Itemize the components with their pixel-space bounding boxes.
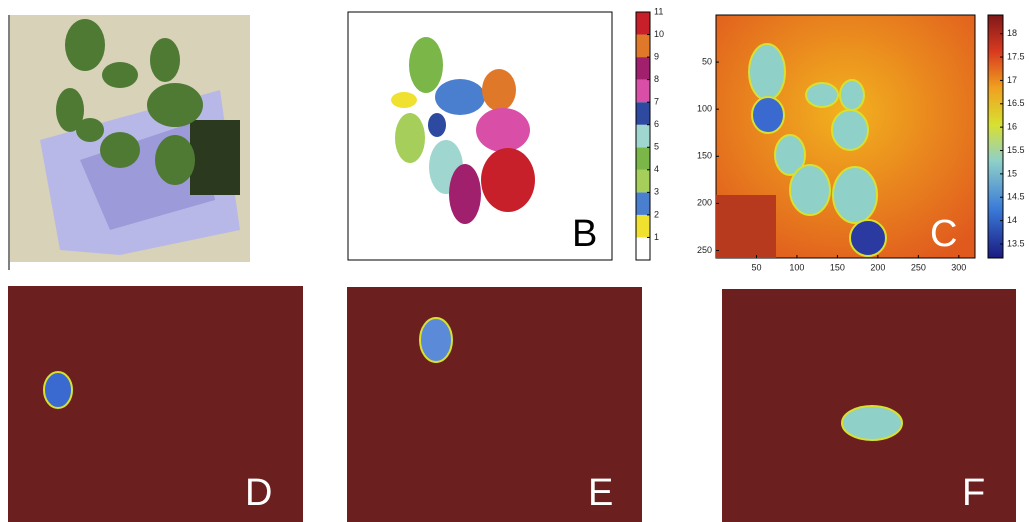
tick-label: 14.5 (1007, 192, 1025, 202)
x-tick-label: 50 (751, 262, 761, 272)
tick-label: 17.5 (1007, 51, 1025, 61)
colorbar-bin (636, 80, 650, 103)
x-tick-label: 300 (951, 262, 966, 272)
tick-label: 5 (654, 142, 659, 152)
figure: A B 1 2 3 4 5 6 7 8 9 10 11 C 50 100 150 200 250 300 50 1… (0, 0, 1029, 522)
colorbar: 1 2 3 4 5 6 7 8 9 10 11 (636, 6, 664, 260)
panel-label: E (588, 472, 613, 514)
tick-label: 17 (1007, 75, 1017, 85)
panel-label: A (262, 212, 288, 254)
colorbar: 13.5 14 14.5 15 15.5 16 16.5 17 17.5 18 (988, 15, 1025, 258)
colorbar-bin (636, 12, 650, 35)
tick-label: 9 (654, 51, 659, 61)
colorbar-bin (636, 237, 650, 260)
panel-b: B 1 2 3 4 5 6 7 8 9 10 11 (348, 6, 664, 260)
tick-label: 11 (654, 6, 663, 16)
tick-label: 14 (1007, 215, 1017, 225)
tick-label: 1 (654, 232, 659, 242)
tick-label: 15 (1007, 168, 1017, 178)
colorbar-bin (636, 192, 650, 215)
y-tick-label: 150 (697, 151, 712, 161)
y-tick-label: 50 (702, 56, 712, 66)
x-tick-label: 150 (830, 262, 845, 272)
panel-label: D (245, 472, 272, 514)
colorbar-bin (636, 170, 650, 193)
colorbar-bin (636, 102, 650, 125)
panel-c: C 50 100 150 200 250 300 50 100 150 200 250 13.5 14… (697, 15, 1025, 272)
colorbar-gradient (988, 15, 1003, 258)
panel-e: E (347, 287, 642, 522)
colorbar-bin (636, 35, 650, 58)
colorbar-bin (636, 215, 650, 238)
tick-label: 4 (654, 164, 659, 174)
y-tick-label: 200 (697, 198, 712, 208)
colorbar-bin (636, 147, 650, 170)
y-tick-label: 100 (697, 104, 712, 114)
tick-label: 2 (654, 209, 659, 219)
panel-d: D (8, 286, 303, 522)
tick-label: 15.5 (1007, 145, 1025, 155)
tick-label: 13.5 (1007, 238, 1025, 248)
colorbar-bin (636, 57, 650, 80)
tick-label: 18 (1007, 28, 1017, 38)
x-tick-label: 100 (789, 262, 804, 272)
tick-label: 8 (654, 74, 659, 84)
tick-label: 3 (654, 187, 659, 197)
tick-label: 10 (654, 29, 664, 39)
panel-label: F (962, 472, 985, 514)
tick-label: 6 (654, 119, 659, 129)
panel-label: B (572, 213, 597, 255)
tick-label: 16.5 (1007, 98, 1025, 108)
x-tick-label: 200 (870, 262, 885, 272)
x-tick-label: 250 (911, 262, 926, 272)
colorbar-bin (636, 125, 650, 148)
panel-a: A (9, 15, 288, 270)
panel-f: F (722, 289, 1016, 522)
y-tick-label: 250 (697, 245, 712, 255)
tick-label: 16 (1007, 122, 1017, 132)
panel-label: C (930, 213, 957, 255)
tick-label: 7 (654, 97, 659, 107)
